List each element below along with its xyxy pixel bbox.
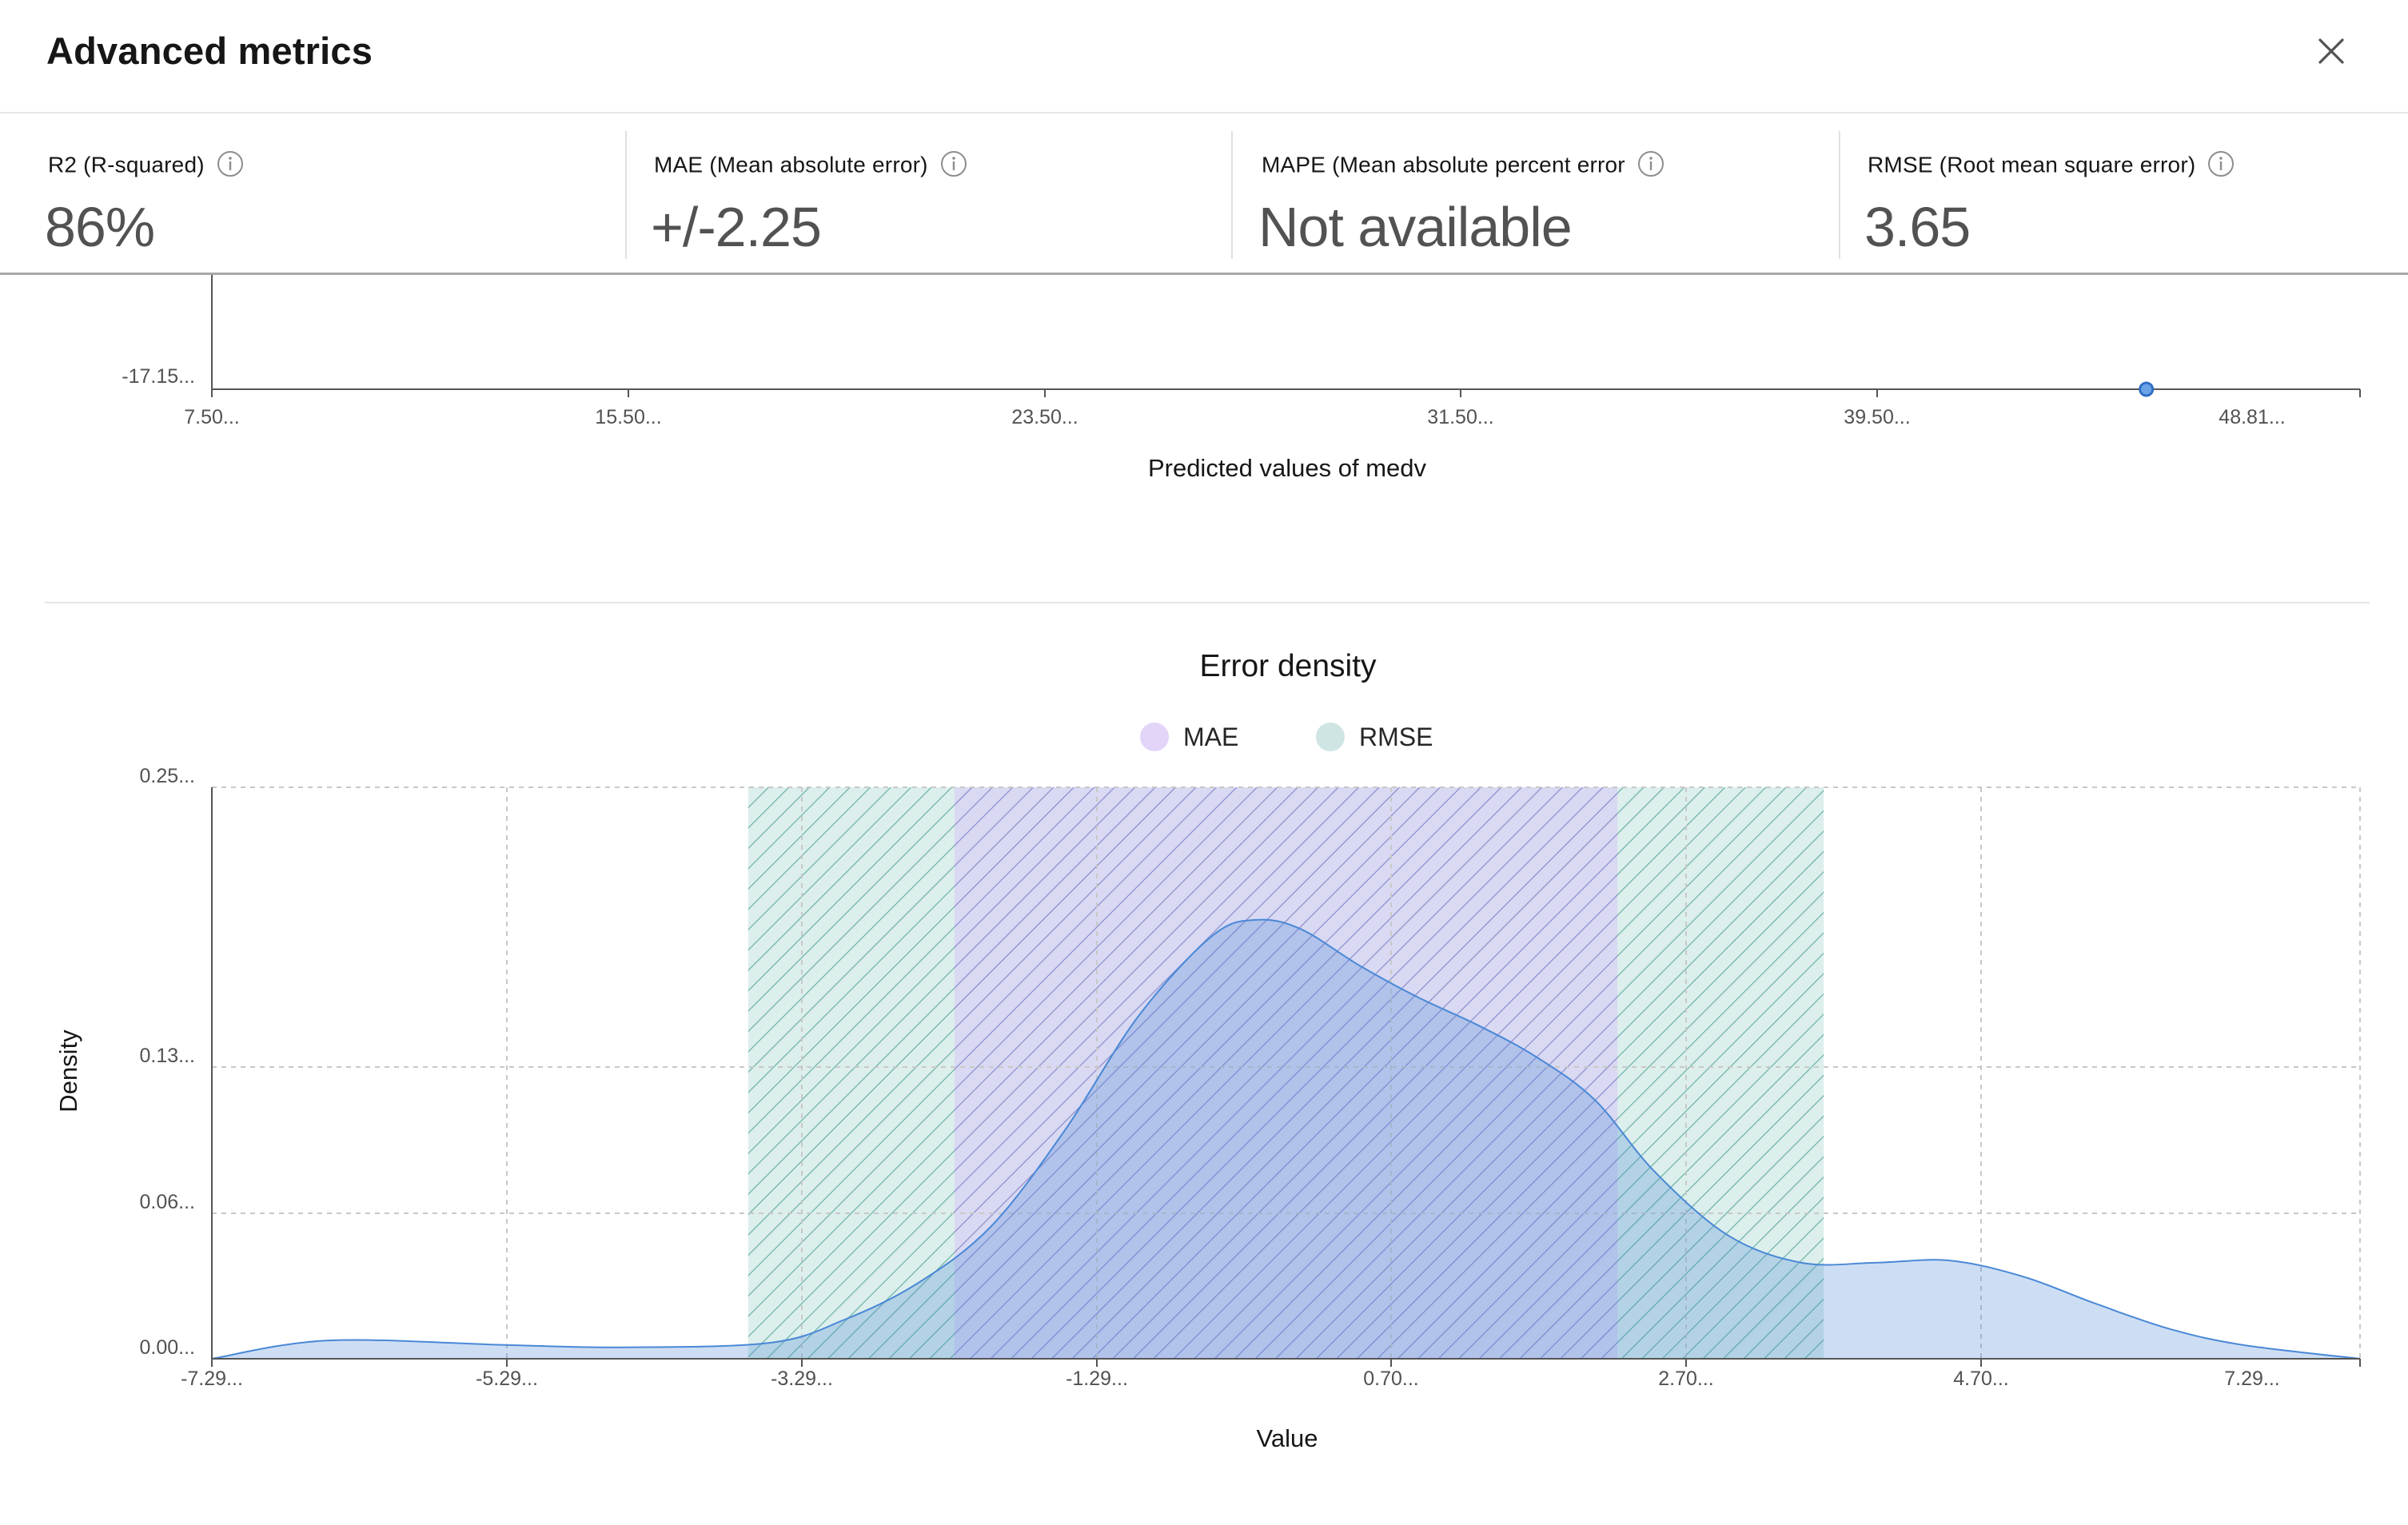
metric-mape: MAPE (Mean absolute percent error Not av… bbox=[1258, 131, 1821, 259]
info-icon[interactable] bbox=[2207, 149, 2235, 178]
x-tick-label: 31.50... bbox=[1427, 406, 1493, 428]
metric-value: 86% bbox=[45, 196, 155, 258]
x-tick-label: 7.50... bbox=[184, 406, 240, 428]
data-point bbox=[2139, 381, 2155, 397]
residual-scatter-chart: -17.15... 7.50... 15.50... 23.50... 31.50...… bbox=[122, 275, 2361, 482]
chart-title: Error density bbox=[1199, 649, 1377, 683]
y-tick-label: 0.06... bbox=[140, 1191, 196, 1213]
density-area bbox=[212, 919, 2360, 1359]
metric-label: RMSE (Root mean square error) bbox=[1868, 152, 2196, 177]
x-tick-label: 4.70... bbox=[1953, 1368, 2009, 1390]
metric-value: Not available bbox=[1258, 196, 1573, 258]
metrics-strip: R2 (R-squared) 86% MAE (Mean absolute er… bbox=[0, 115, 2408, 275]
metric-value: 3.65 bbox=[1864, 196, 1971, 258]
metric-divider bbox=[625, 131, 627, 259]
metric-value: +/-2.25 bbox=[651, 196, 822, 258]
mae-band bbox=[954, 787, 1618, 1359]
metric-label: R2 (R-squared) bbox=[48, 152, 205, 177]
dialog-title: Advanced metrics bbox=[46, 30, 373, 72]
x-tick-label: 23.50... bbox=[1011, 406, 1078, 428]
dialog-header: Advanced metrics bbox=[0, 0, 2408, 113]
metric-label: MAPE (Mean absolute percent error bbox=[1262, 152, 1625, 177]
y-tick-label: -17.15... bbox=[122, 365, 195, 388]
chart-legend: MAE RMSE bbox=[0, 719, 2408, 755]
info-icon[interactable] bbox=[939, 149, 968, 178]
x-tick-label: 39.50... bbox=[1844, 406, 1910, 428]
x-tick-label: -3.29... bbox=[771, 1368, 833, 1390]
section-divider bbox=[45, 602, 2370, 603]
y-tick-label: 0.25... bbox=[140, 765, 196, 787]
legend-label: RMSE bbox=[1359, 722, 1433, 751]
x-tick-label: 0.70... bbox=[1363, 1368, 1419, 1390]
legend-item-rmse[interactable]: RMSE bbox=[1316, 719, 1433, 755]
x-tick-label: 48.81... bbox=[2219, 406, 2285, 428]
metric-r2: R2 (R-squared) 86% bbox=[45, 131, 608, 259]
close-button[interactable] bbox=[2309, 29, 2354, 74]
y-axis-title: Density bbox=[54, 1029, 82, 1113]
error-density-chart: 0.00... 0.06... 0.13... 0.25... -7.29... -5.2… bbox=[54, 765, 2361, 1452]
legend-swatch bbox=[1316, 723, 1345, 751]
metric-rmse: RMSE (Root mean square error) 3.65 bbox=[1864, 131, 2395, 259]
x-tick-label: 2.70... bbox=[1658, 1368, 1714, 1390]
x-tick-label: -1.29... bbox=[1066, 1368, 1128, 1390]
close-icon bbox=[2318, 38, 2344, 64]
y-tick-label: 0.00... bbox=[140, 1336, 196, 1359]
metric-divider bbox=[1231, 131, 1233, 259]
x-tick-label: -5.29... bbox=[476, 1368, 538, 1390]
metric-label: MAE (Mean absolute error) bbox=[654, 152, 928, 177]
x-axis-title: Predicted values of medv bbox=[1148, 454, 1427, 482]
x-tick-label: -7.29... bbox=[181, 1368, 243, 1390]
density-line bbox=[211, 918, 2361, 1360]
x-axis-title: Value bbox=[1257, 1424, 1318, 1452]
x-tick-label: 15.50... bbox=[595, 406, 661, 428]
legend-item-mae[interactable]: MAE bbox=[1140, 719, 1238, 755]
legend-label: MAE bbox=[1183, 722, 1239, 751]
y-tick-label: 0.13... bbox=[140, 1045, 196, 1067]
info-icon[interactable] bbox=[1637, 149, 1665, 178]
metric-mae: MAE (Mean absolute error) +/-2.25 bbox=[651, 131, 1214, 259]
x-tick-label: 7.29... bbox=[2224, 1368, 2280, 1390]
legend-swatch bbox=[1140, 723, 1169, 751]
metric-divider bbox=[1839, 131, 1840, 259]
info-icon[interactable] bbox=[216, 149, 245, 178]
